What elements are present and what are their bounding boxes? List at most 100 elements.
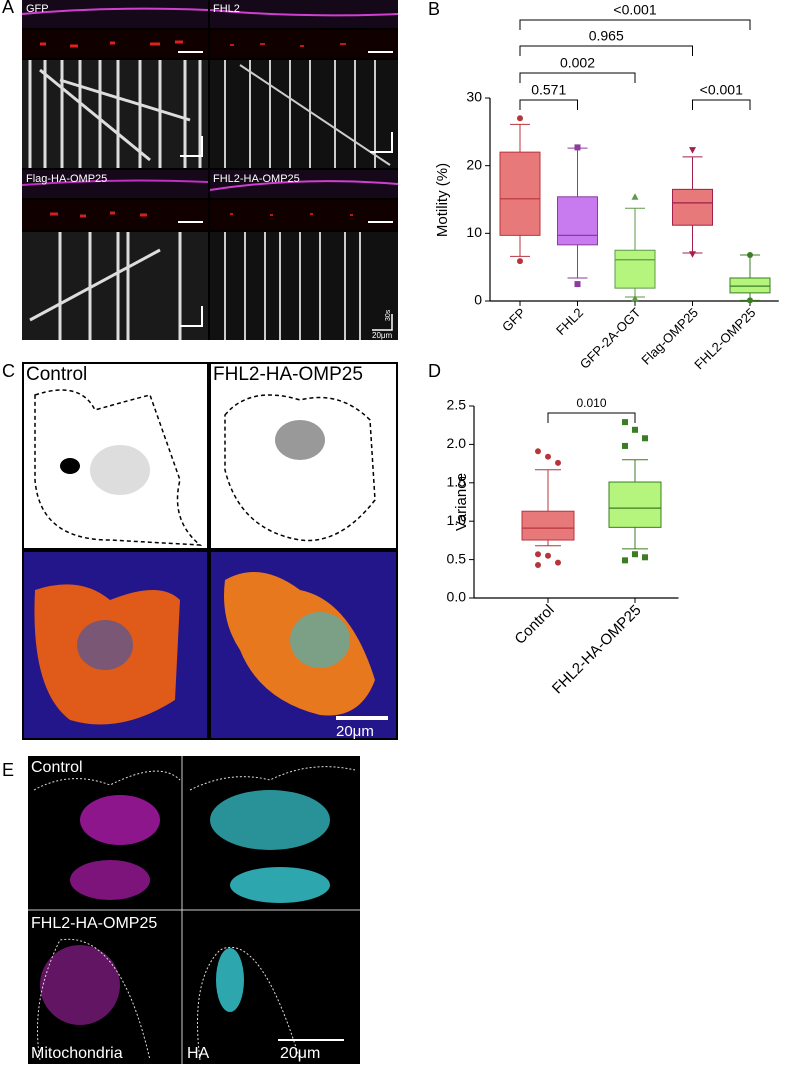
outlier bbox=[747, 297, 753, 304]
p-value: 0.002 bbox=[560, 55, 595, 71]
outlier bbox=[555, 559, 561, 566]
cell-texture bbox=[275, 420, 325, 460]
scale-time: 30s bbox=[385, 309, 392, 321]
y-tick-label: 0.0 bbox=[447, 589, 467, 605]
p-value: <0.001 bbox=[700, 82, 743, 98]
cell-texture bbox=[90, 445, 150, 495]
image-label: GFP bbox=[26, 3, 49, 15]
image bbox=[22, 200, 208, 230]
scale-label: 20μm bbox=[280, 1045, 320, 1062]
scale-bar bbox=[372, 314, 393, 331]
image-label: Flag-HA-OMP25 bbox=[26, 173, 107, 185]
panel-c-images: Control FHL2-HA-OMP25 20μm bbox=[22, 362, 398, 740]
y-tick-label: 0.5 bbox=[447, 550, 467, 566]
kymo-lines bbox=[29, 232, 182, 340]
y-tick-label: 0 bbox=[474, 292, 482, 308]
stain bbox=[40, 945, 120, 1025]
kymo-lines bbox=[224, 60, 391, 168]
scale-label: 20μm bbox=[336, 723, 374, 740]
stain bbox=[230, 867, 330, 903]
mito bbox=[50, 211, 147, 218]
x-tick-label: GFP-2A-OGT bbox=[577, 305, 644, 372]
image-label: HA bbox=[187, 1045, 210, 1062]
image bbox=[210, 30, 398, 58]
mito bbox=[230, 43, 346, 47]
stain bbox=[80, 795, 160, 845]
y-tick-label: 1.0 bbox=[447, 512, 467, 528]
image bbox=[210, 170, 398, 198]
box bbox=[521, 510, 575, 541]
stain bbox=[216, 948, 244, 1012]
heatmap-cell bbox=[77, 620, 133, 670]
y-axis-label: Motility (%) bbox=[434, 163, 451, 237]
panel-letter: C bbox=[2, 361, 15, 381]
box bbox=[614, 249, 656, 289]
image-label: Control bbox=[26, 364, 87, 385]
kymo-lines bbox=[224, 232, 361, 340]
significance-bracket bbox=[519, 45, 693, 56]
image-label: FHL2 bbox=[213, 3, 240, 15]
axon bbox=[21, 179, 209, 186]
y-tick-label: 20 bbox=[466, 156, 482, 172]
cell-outline bbox=[34, 389, 203, 546]
p-value: 0.010 bbox=[576, 396, 606, 410]
significance-bracket bbox=[692, 99, 751, 110]
x-tick-label: FHL2-OMP25 bbox=[691, 305, 758, 372]
panel-letter: E bbox=[2, 760, 14, 780]
p-value: 0.965 bbox=[589, 28, 624, 44]
kymograph bbox=[22, 60, 208, 168]
outlier bbox=[689, 147, 696, 154]
image bbox=[22, 0, 208, 28]
x-tick-label: FHL2-HA-OMP25 bbox=[549, 602, 645, 698]
box bbox=[672, 188, 713, 226]
panel-e-images: Control FHL2-HA-OMP25 Mitochondria HA 20… bbox=[28, 756, 360, 1064]
image-label: FHL2-HA-OMP25 bbox=[213, 364, 363, 385]
outlier bbox=[632, 551, 638, 558]
x-tick-label: GFP bbox=[499, 305, 529, 335]
panel-letter: A bbox=[2, 0, 14, 17]
outlier bbox=[642, 554, 648, 561]
image-label: FHL2-HA-OMP25 bbox=[213, 173, 300, 185]
y-tick-label: 10 bbox=[466, 224, 482, 240]
x-tick-label: Control bbox=[511, 602, 557, 648]
outlier bbox=[545, 552, 551, 559]
significance-bracket bbox=[519, 19, 751, 30]
y-axis-label: Variance bbox=[453, 473, 470, 531]
stain bbox=[210, 790, 330, 850]
panel-letter: D bbox=[428, 361, 441, 381]
axon bbox=[209, 9, 399, 17]
p-value: 0.571 bbox=[531, 82, 566, 98]
mito bbox=[230, 213, 353, 216]
outlier bbox=[535, 448, 541, 455]
kymo-lines bbox=[28, 60, 202, 168]
divider bbox=[28, 756, 360, 1064]
outlier bbox=[574, 281, 581, 288]
significance-bracket bbox=[519, 99, 578, 110]
mito bbox=[40, 40, 183, 48]
image-label: Mitochondria bbox=[31, 1045, 123, 1062]
outlier bbox=[622, 442, 628, 449]
y-tick-label: 30 bbox=[466, 89, 482, 105]
y-tick-label: 1.5 bbox=[447, 474, 467, 490]
scale-bar bbox=[180, 132, 393, 327]
image bbox=[22, 170, 208, 198]
outlier bbox=[517, 258, 523, 265]
significance-bracket bbox=[519, 72, 636, 83]
outlier bbox=[555, 459, 561, 466]
axon bbox=[209, 180, 399, 191]
box bbox=[499, 151, 541, 236]
image-label: FHL2-HA-OMP25 bbox=[31, 915, 157, 932]
scale-length: 20μm bbox=[372, 331, 393, 340]
p-value: <0.001 bbox=[613, 2, 656, 18]
x-tick-label: Flag-OMP25 bbox=[638, 305, 701, 368]
outlier bbox=[622, 419, 628, 426]
outlier bbox=[747, 251, 753, 258]
cell-spot bbox=[60, 458, 80, 474]
significance-bracket bbox=[547, 412, 636, 423]
outlier bbox=[631, 193, 639, 200]
x-tick-label: FHL2 bbox=[553, 305, 586, 338]
y-tick-label: 2.5 bbox=[447, 397, 467, 413]
box bbox=[729, 277, 771, 294]
